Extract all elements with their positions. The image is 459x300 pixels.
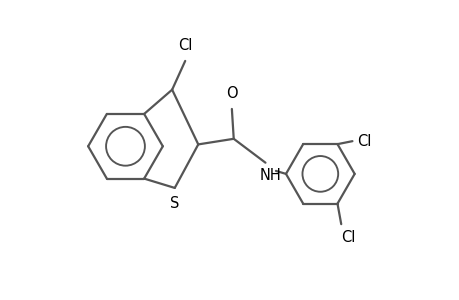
Text: O: O (225, 86, 237, 101)
Text: S: S (170, 196, 179, 211)
Text: Cl: Cl (341, 230, 355, 245)
Text: NH: NH (259, 167, 281, 182)
Text: Cl: Cl (356, 134, 370, 149)
Text: Cl: Cl (178, 38, 192, 53)
